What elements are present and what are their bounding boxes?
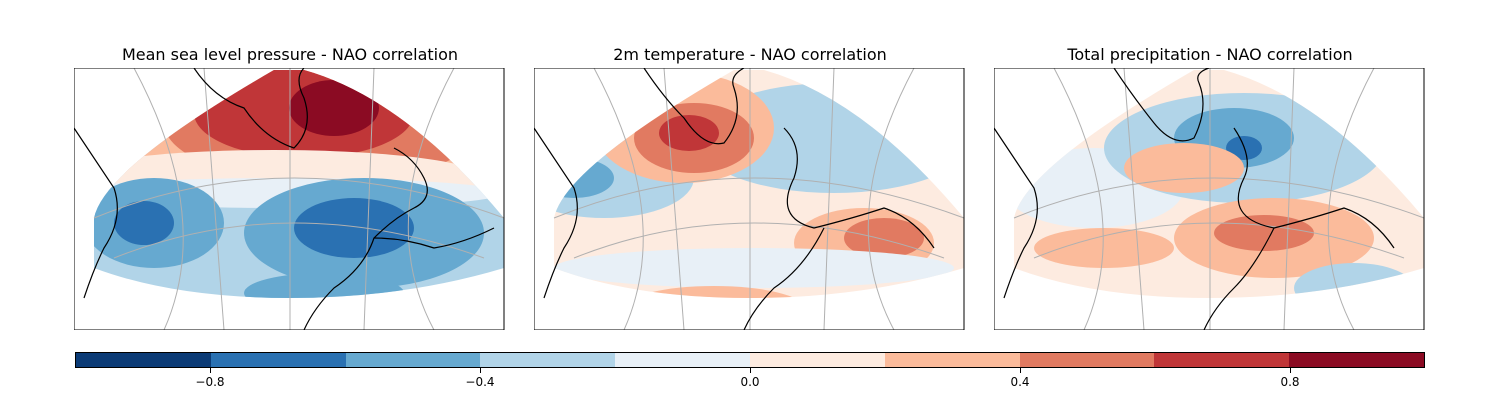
colorbar-tick — [210, 368, 211, 373]
colorbar-tick — [1290, 368, 1291, 373]
colorbar-tick-label: 0.8 — [1280, 375, 1300, 389]
colorbar-segment — [1289, 353, 1424, 367]
colorbar-tick-label: −0.4 — [465, 375, 495, 389]
map-tp — [994, 68, 1425, 330]
colorbar-tick — [1020, 368, 1021, 373]
graticule — [93, 68, 505, 330]
coastlines — [534, 68, 935, 330]
colorbar — [75, 352, 1425, 368]
colorbar-segment — [76, 353, 211, 367]
colorbar-segment — [615, 353, 750, 367]
panel-title-tp: Total precipitation - NAO correlation — [1067, 45, 1353, 64]
colorbar-segment — [749, 353, 885, 367]
colorbar-tick — [750, 368, 751, 373]
colorbar-tick-label: 0.4 — [1010, 375, 1030, 389]
colorbar-segment — [480, 353, 616, 367]
map-mslp — [74, 68, 505, 330]
colorbar-tick-label: 0.0 — [740, 375, 760, 389]
colorbar-tick — [480, 368, 481, 373]
colorbar-segment — [1019, 353, 1155, 367]
map-t2m — [534, 68, 965, 330]
mslp-contours — [94, 70, 504, 298]
coastlines — [74, 68, 495, 330]
colorbar-tick-label: −0.8 — [195, 375, 225, 389]
colorbar-segment — [345, 353, 481, 367]
panel-title-mslp: Mean sea level pressure - NAO correlatio… — [121, 45, 459, 64]
graticule — [1013, 68, 1425, 330]
coastlines — [994, 68, 1395, 330]
graticule — [553, 68, 965, 330]
panel-title-t2m: 2m temperature - NAO correlation — [613, 45, 887, 64]
colorbar-segment — [210, 353, 346, 367]
colorbar-segment — [884, 353, 1020, 367]
colorbar-segment — [1154, 353, 1290, 367]
